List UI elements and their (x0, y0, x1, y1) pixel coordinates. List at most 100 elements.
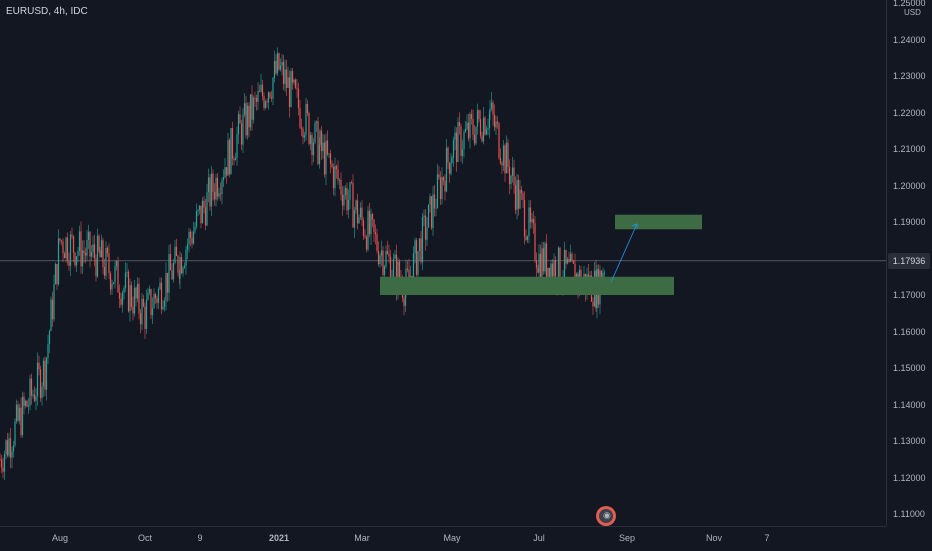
candle-body (102, 240, 104, 268)
candle-body (565, 249, 567, 264)
price-tick: 1.11000 (893, 509, 925, 519)
candle-body (78, 231, 81, 252)
candle-body (300, 127, 303, 129)
tradingview-logo-icon[interactable]: ◉ (596, 506, 616, 526)
candle-body (444, 180, 446, 192)
candle-body (293, 79, 295, 83)
candle-body (312, 142, 315, 156)
candle-body (2, 467, 4, 472)
candle-body (290, 71, 292, 107)
projection-arrow[interactable] (610, 223, 638, 283)
candle-body (461, 149, 464, 156)
target-zone[interactable] (615, 214, 702, 230)
candle-body (291, 71, 294, 83)
candle-body (373, 219, 375, 233)
candle-body (498, 123, 500, 158)
candle-body (228, 140, 231, 175)
candle-body (33, 394, 36, 401)
candle-body (406, 268, 409, 270)
support-zone[interactable] (380, 276, 674, 295)
candle-body (361, 207, 363, 221)
candle-body (429, 196, 431, 205)
candle-body (423, 215, 425, 217)
candle-body (218, 193, 220, 197)
price-tick: 1.23000 (893, 71, 926, 81)
candle-body (27, 405, 30, 407)
candle-body (385, 250, 387, 267)
candle-body (470, 113, 473, 119)
candle-body (414, 240, 416, 254)
candle-body (47, 344, 49, 358)
candle-body (522, 193, 524, 201)
price-tick: 1.13000 (893, 436, 926, 446)
candle-body (600, 270, 603, 281)
candle-body (243, 103, 246, 115)
candle-body (371, 214, 374, 220)
candle-body (6, 440, 9, 456)
candle-body (572, 260, 575, 264)
candle-body (245, 103, 247, 136)
symbol-title[interactable]: EURUSD, 4h, IDC (6, 6, 88, 17)
candle-body (221, 180, 223, 195)
candle-body (66, 237, 69, 261)
price-tick: 1.16000 (893, 326, 926, 337)
candle-body (255, 97, 258, 102)
candle-body (344, 187, 347, 195)
candle-body (332, 166, 335, 189)
candle-body (109, 273, 112, 290)
candle-body (254, 97, 256, 99)
candle-body (464, 128, 467, 132)
time-tick: Sep (618, 533, 636, 543)
candle-body (96, 235, 99, 277)
candle-body (287, 77, 289, 88)
candle-body (123, 288, 125, 293)
candle-body (488, 112, 491, 129)
candle-body (15, 404, 18, 422)
candle-body (398, 261, 401, 280)
candle-body (541, 248, 543, 281)
candle-body (430, 196, 433, 229)
candle-body (421, 216, 424, 263)
candle-body (501, 163, 503, 166)
candle-body (458, 122, 461, 127)
candle-body (592, 301, 594, 307)
candle-body (215, 177, 217, 200)
candle-body (433, 194, 436, 209)
candle-body (54, 264, 57, 285)
candle-body (403, 298, 405, 306)
candle-body (335, 165, 338, 170)
candle-body (528, 207, 530, 237)
candle-body (526, 236, 529, 241)
candle-body (207, 177, 210, 193)
candle-body (571, 253, 573, 261)
candle-body (258, 91, 261, 92)
candle-body (490, 102, 493, 109)
candle-body (182, 267, 184, 274)
candle-body (24, 400, 27, 407)
candle-body (269, 92, 271, 98)
candle-body (38, 362, 40, 370)
candle-body (514, 184, 517, 210)
time-axis[interactable]: Aug Oct 9 2021 Mar May Jul Sep Nov 7 (0, 526, 886, 551)
candle-body (3, 454, 6, 472)
candle-body (216, 177, 219, 197)
candle-body (17, 404, 19, 421)
candle-body (18, 407, 21, 421)
candle-body (148, 289, 151, 293)
candle-body (436, 174, 439, 208)
candle-body (463, 131, 465, 150)
candle-body (144, 306, 146, 329)
candle-body (485, 129, 488, 135)
candle-body (467, 122, 470, 139)
chart-area[interactable]: EURUSD, 4h, IDC (0, 0, 886, 526)
chart-canvas[interactable] (0, 0, 886, 526)
candle-body (272, 77, 274, 99)
price-scale[interactable]: 1.25000 1.24000 1.23000 1.22000 1.21000 1.200… (886, 0, 932, 526)
candle-body (358, 217, 360, 224)
candle-body (326, 140, 329, 155)
candle-body (554, 259, 557, 284)
candle-body (8, 438, 10, 456)
candle-body (242, 114, 244, 145)
candle-body (394, 254, 396, 259)
candle-body (603, 272, 606, 274)
